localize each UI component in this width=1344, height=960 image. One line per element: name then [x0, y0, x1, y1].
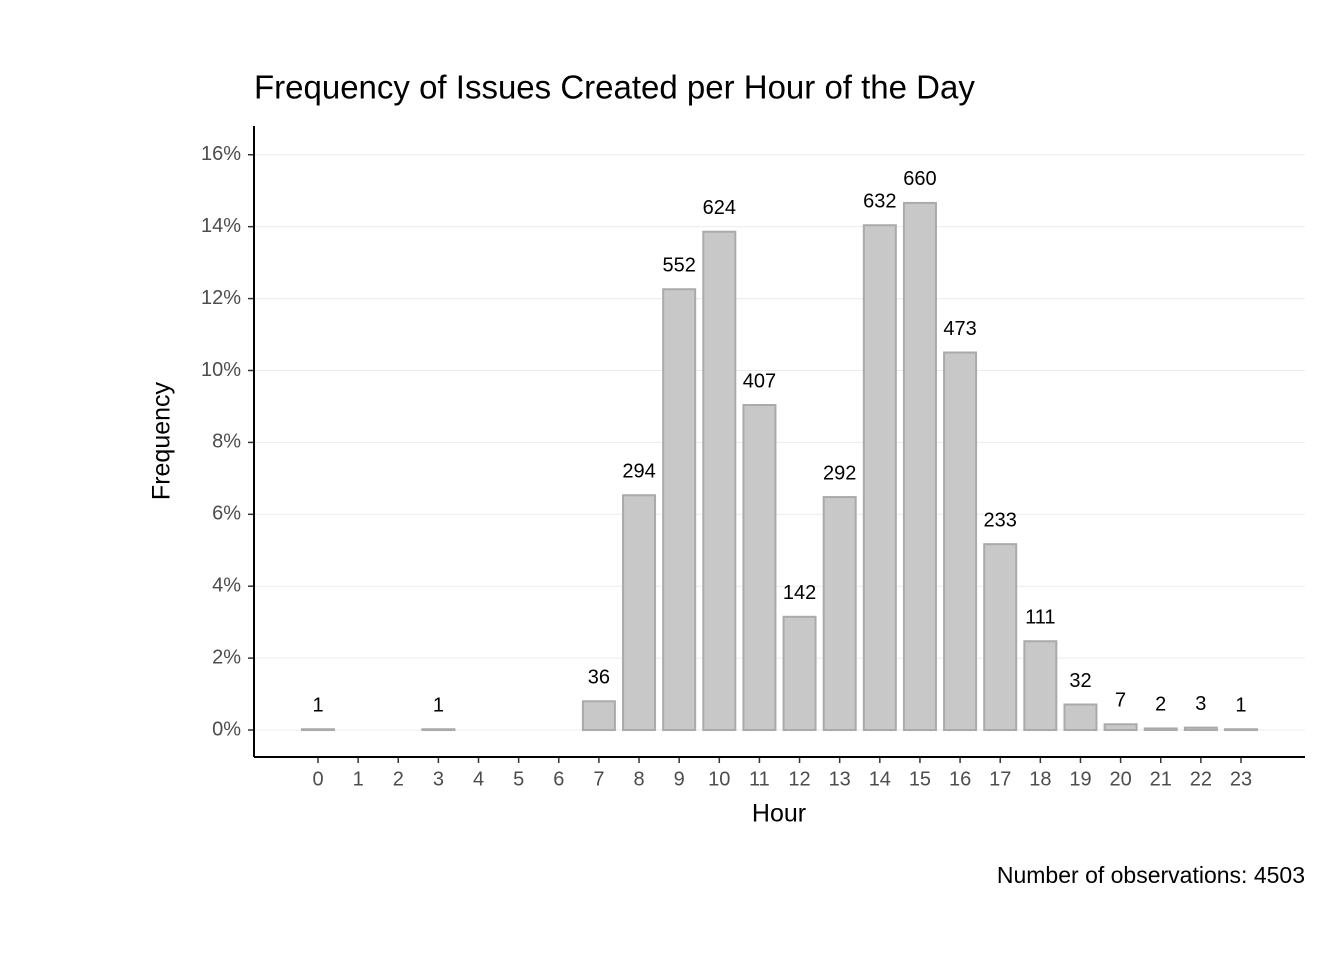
- x-tick-label: 15: [909, 768, 931, 790]
- y-tick-label: 14%: [201, 215, 241, 237]
- x-tick-label: 13: [829, 768, 851, 790]
- x-tick-label: 14: [869, 768, 891, 790]
- bar: [822, 496, 857, 732]
- bar: [622, 494, 657, 732]
- data-label: 1: [1235, 695, 1246, 717]
- bar: [742, 404, 777, 732]
- data-label: 233: [984, 509, 1017, 531]
- y-tick-label: 10%: [201, 359, 241, 381]
- bar: [702, 230, 737, 732]
- y-tick-label: 12%: [201, 287, 241, 309]
- x-tick-label: 0: [312, 768, 323, 790]
- x-tick-label: 6: [553, 768, 564, 790]
- bar: [782, 615, 817, 732]
- x-tick-label: 22: [1190, 768, 1212, 790]
- data-label: 36: [588, 667, 610, 689]
- y-tick-label: 4%: [212, 574, 241, 596]
- x-tick-label: 19: [1069, 768, 1091, 790]
- x-tick-label: 23: [1230, 768, 1252, 790]
- data-label: 1: [312, 695, 323, 717]
- data-label: 632: [863, 191, 896, 213]
- x-axis-label: Hour: [752, 800, 806, 828]
- y-tick-label: 0%: [212, 718, 241, 740]
- x-tick-label: 1: [353, 768, 364, 790]
- chart-title: Frequency of Issues Created per Hour of …: [254, 69, 975, 106]
- data-label: 473: [943, 318, 976, 340]
- y-tick-label: 6%: [212, 503, 241, 525]
- y-tick-label: 8%: [212, 431, 241, 453]
- x-tick-label: 17: [989, 768, 1011, 790]
- bar: [581, 700, 616, 732]
- x-tick-label: 21: [1150, 768, 1172, 790]
- data-label: 32: [1069, 670, 1091, 692]
- bar: [421, 728, 456, 732]
- x-tick-label: 10: [708, 768, 730, 790]
- data-label: 7: [1115, 690, 1126, 712]
- y-tick-label: 2%: [212, 646, 241, 668]
- x-tick-label: 3: [433, 768, 444, 790]
- bar: [1183, 726, 1218, 732]
- bar: [862, 224, 897, 732]
- x-tick-label: 7: [593, 768, 604, 790]
- bar: [983, 543, 1018, 732]
- bar: [662, 288, 697, 732]
- data-label: 552: [662, 255, 695, 277]
- bar: [1143, 727, 1178, 732]
- x-tick-label: 18: [1029, 768, 1051, 790]
- x-tick-label: 8: [633, 768, 644, 790]
- x-tick-label: 12: [788, 768, 810, 790]
- bar: [943, 351, 978, 732]
- caption: Number of observations: 4503: [997, 862, 1305, 888]
- data-label: 624: [703, 197, 736, 219]
- y-axis-label: Frequency: [148, 381, 176, 500]
- bar: [301, 728, 335, 732]
- x-tick-label: 20: [1109, 768, 1131, 790]
- bar: [902, 201, 937, 732]
- bar: [1223, 728, 1258, 732]
- bar: [1023, 640, 1058, 732]
- x-tick-label: 5: [513, 768, 524, 790]
- data-label: 292: [823, 462, 856, 484]
- data-label: 294: [622, 461, 655, 483]
- x-tick-label: 11: [749, 768, 770, 790]
- data-label: 3: [1195, 693, 1206, 715]
- x-tick-label: 16: [949, 768, 971, 790]
- y-tick-label: 16%: [201, 143, 241, 165]
- bar: [1103, 723, 1138, 732]
- x-tick-label: 2: [393, 768, 404, 790]
- data-label: 1: [433, 695, 444, 717]
- x-tick-label: 9: [674, 768, 685, 790]
- bar: [1063, 703, 1098, 732]
- data-label: 2: [1155, 694, 1166, 716]
- data-label: 111: [1025, 607, 1055, 629]
- data-label: 407: [743, 370, 776, 392]
- data-label: 142: [783, 582, 816, 604]
- data-label: 660: [903, 168, 936, 190]
- x-tick-label: 4: [473, 768, 484, 790]
